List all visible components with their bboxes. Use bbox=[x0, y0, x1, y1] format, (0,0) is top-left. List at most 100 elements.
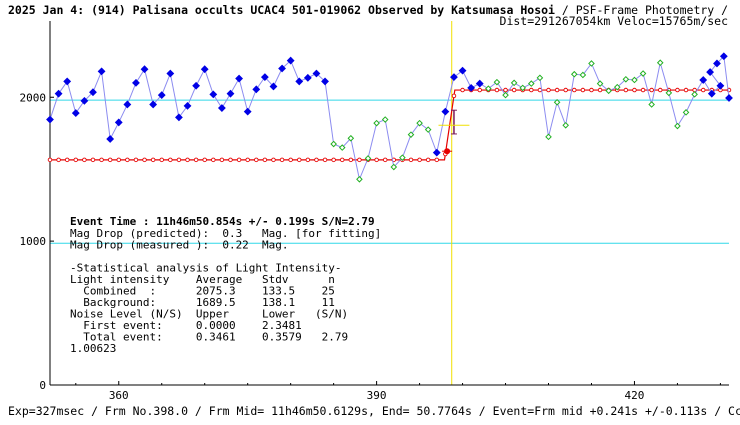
model-point bbox=[245, 157, 250, 163]
observed-point bbox=[562, 122, 570, 129]
model-point bbox=[503, 87, 508, 93]
x-tick-label: 360 bbox=[109, 389, 129, 402]
model-point bbox=[477, 87, 482, 93]
model-point bbox=[64, 157, 70, 163]
observed-point bbox=[114, 118, 123, 127]
observed-point bbox=[269, 82, 278, 91]
observed-point bbox=[235, 74, 243, 83]
model-point bbox=[82, 157, 87, 163]
observed-point bbox=[605, 87, 612, 95]
observed-point bbox=[475, 79, 484, 88]
observed-point bbox=[441, 107, 450, 116]
observed-point bbox=[200, 65, 209, 74]
y-tick-label: 0 bbox=[39, 379, 46, 392]
observed-point bbox=[493, 78, 501, 86]
model-point bbox=[408, 157, 414, 163]
observed-point bbox=[106, 135, 115, 143]
observed-point bbox=[639, 70, 647, 77]
observed-point bbox=[217, 104, 226, 112]
model-point bbox=[219, 157, 225, 163]
model-point bbox=[254, 157, 259, 163]
observed-point bbox=[46, 115, 54, 124]
observed-point bbox=[54, 89, 63, 98]
model-point bbox=[236, 157, 242, 163]
observed-point bbox=[140, 65, 149, 74]
observed-point bbox=[166, 69, 175, 78]
observed-point bbox=[570, 70, 578, 78]
annotation-line: Total event: 0.3461 0.3579 2.79 bbox=[70, 331, 348, 344]
annotation-line: Mag Drop (predicted): 0.3 Mag. [for fitt… bbox=[70, 227, 381, 240]
model-point bbox=[657, 87, 663, 93]
observed-point bbox=[716, 81, 725, 90]
model-point bbox=[168, 157, 173, 163]
observed-point bbox=[71, 109, 80, 117]
observed-point bbox=[252, 85, 261, 94]
model-point bbox=[589, 87, 594, 93]
model-point bbox=[563, 87, 568, 93]
observed-point bbox=[260, 73, 269, 82]
model-point bbox=[451, 93, 457, 99]
observed-point bbox=[665, 89, 673, 97]
event-time-label: Event Time : 11h46m50.854s +/- 0.199s S/… bbox=[70, 215, 375, 228]
model-point bbox=[159, 157, 164, 163]
model-point bbox=[683, 87, 689, 93]
model-point bbox=[348, 157, 354, 163]
model-point bbox=[150, 157, 156, 163]
model-point bbox=[374, 157, 379, 163]
annotation-line: Mag Drop (measured ): 0.22 Mag. bbox=[70, 239, 289, 252]
model-point bbox=[228, 157, 233, 163]
observed-point bbox=[450, 73, 458, 82]
observed-point bbox=[613, 83, 621, 91]
model-point bbox=[116, 157, 122, 163]
observed-point bbox=[691, 91, 698, 98]
observed-point bbox=[381, 116, 389, 123]
observed-point bbox=[390, 163, 398, 171]
observed-point bbox=[648, 101, 655, 108]
model-point bbox=[434, 157, 440, 163]
model-point bbox=[417, 157, 422, 163]
model-point bbox=[202, 157, 207, 163]
observed-point bbox=[399, 154, 406, 161]
annotation-line: 1.00623 bbox=[70, 342, 116, 355]
observed-point bbox=[502, 91, 509, 99]
model-point bbox=[262, 157, 268, 163]
observed-point bbox=[424, 126, 432, 133]
observed-point bbox=[579, 71, 587, 79]
model-point bbox=[339, 157, 345, 163]
observed-point bbox=[243, 107, 252, 116]
model-point bbox=[675, 87, 680, 93]
model-point bbox=[73, 157, 79, 163]
model-point bbox=[107, 157, 113, 163]
observed-point bbox=[123, 100, 132, 109]
observed-point bbox=[707, 89, 716, 98]
observed-point bbox=[356, 175, 363, 183]
observed-point bbox=[407, 131, 415, 138]
model-point bbox=[56, 157, 61, 163]
model-point bbox=[90, 157, 96, 163]
observed-point bbox=[183, 101, 192, 110]
model-point bbox=[632, 87, 637, 93]
observed-point bbox=[175, 113, 183, 122]
observed-point bbox=[286, 56, 295, 65]
observed-point bbox=[622, 75, 630, 83]
model-point bbox=[460, 87, 465, 93]
model-point bbox=[597, 87, 603, 93]
observed-point bbox=[295, 77, 304, 86]
observed-point bbox=[373, 119, 380, 127]
model-point bbox=[47, 157, 53, 163]
observed-point bbox=[458, 66, 467, 75]
x-tick-label: 390 bbox=[367, 389, 387, 402]
model-point bbox=[511, 87, 517, 93]
observed-point bbox=[338, 144, 346, 151]
model-point bbox=[142, 157, 147, 163]
observed-point bbox=[312, 69, 321, 78]
x-tick-label: 420 bbox=[625, 389, 645, 402]
model-point bbox=[494, 87, 500, 93]
observed-point bbox=[192, 81, 201, 90]
observed-point bbox=[631, 76, 638, 84]
observed-point bbox=[416, 119, 423, 127]
model-point bbox=[640, 87, 646, 93]
observed-point bbox=[97, 67, 106, 76]
observed-point bbox=[519, 84, 527, 92]
plot-area: 0 1000 2000 360 390 420 bbox=[20, 21, 733, 402]
